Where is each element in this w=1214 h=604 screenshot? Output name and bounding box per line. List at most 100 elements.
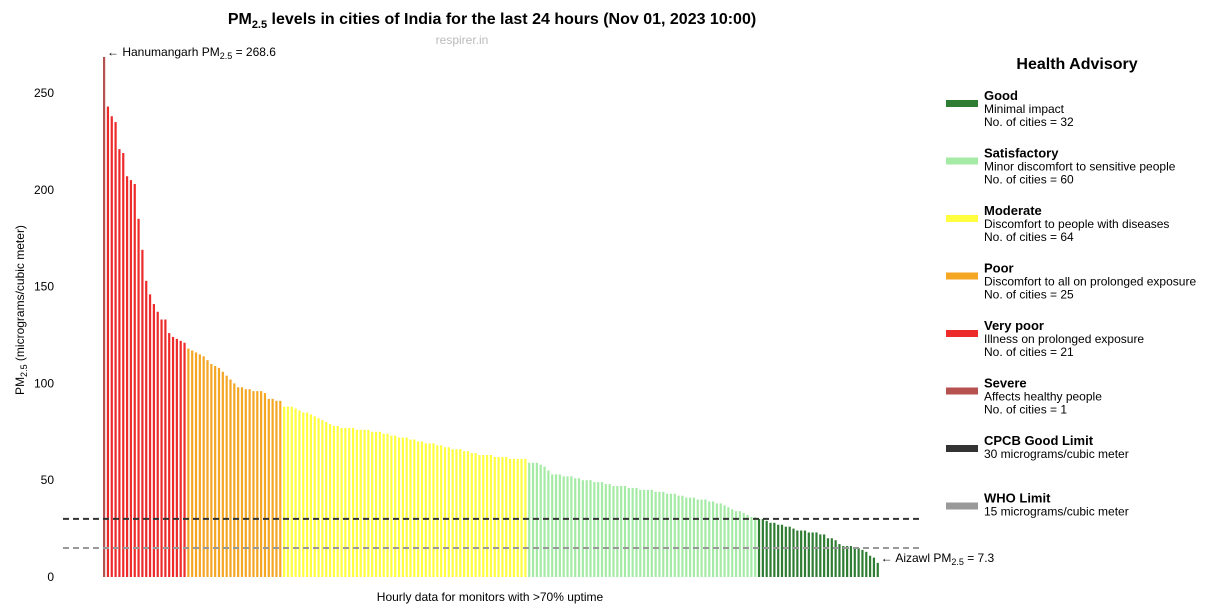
bar (283, 406, 286, 577)
bar (501, 456, 504, 577)
bar (558, 474, 561, 577)
bar (796, 530, 799, 577)
bar (256, 391, 259, 577)
bar (777, 524, 780, 577)
bar (152, 304, 155, 577)
bar (171, 336, 175, 577)
bar (842, 546, 845, 577)
bar (401, 437, 404, 577)
bar (711, 501, 715, 577)
bar (731, 509, 734, 577)
bar (865, 551, 868, 577)
annotation-text: = 268.6 (232, 45, 276, 59)
bar (669, 493, 673, 577)
bar (478, 455, 481, 577)
bar (715, 503, 718, 577)
bar (328, 424, 332, 577)
bar (574, 478, 577, 577)
bar (708, 501, 711, 577)
bar (646, 489, 650, 577)
bar (267, 398, 270, 577)
bar (175, 338, 178, 577)
title-main: PM (228, 11, 252, 28)
chart-title: PM2.5 levels in cities of India for the … (228, 11, 756, 31)
bar (125, 176, 129, 578)
annotation: ← Aizawl PM2.5 = 7.3 (881, 551, 995, 567)
legend-name: CPCB Good Limit (984, 433, 1094, 448)
legend-name: Poor (984, 261, 1014, 276)
legend-swatch (946, 502, 978, 510)
bar (792, 528, 795, 577)
legend-name: Good (984, 88, 1018, 103)
bar (704, 499, 707, 577)
bar (554, 474, 558, 577)
bar (348, 427, 351, 577)
bar (183, 342, 186, 577)
bar (206, 360, 209, 577)
bar (321, 420, 324, 577)
y-tick-label: 200 (34, 183, 54, 197)
legend-count: No. of cities = 1 (984, 403, 1067, 417)
bar (616, 486, 619, 577)
bar (650, 489, 653, 577)
legend-swatch (946, 215, 978, 222)
bar (451, 449, 454, 577)
bar (156, 311, 159, 577)
bar (382, 433, 385, 577)
bar (355, 429, 358, 577)
bar (761, 518, 764, 577)
bar (872, 557, 876, 577)
bar (252, 391, 255, 577)
bar (336, 425, 339, 577)
bar (187, 348, 190, 577)
bar (604, 484, 607, 577)
bar (742, 513, 745, 577)
legend-swatch (946, 330, 978, 337)
bar (815, 532, 818, 577)
bar (803, 530, 807, 577)
bar (612, 486, 615, 577)
y-label-rest: (micrograms/cubic meter) (13, 225, 27, 364)
legend-description: Illness on prolonged exposure (984, 332, 1144, 346)
legend-swatch (946, 272, 978, 280)
annotation-sub: 2.5 (951, 557, 964, 567)
bar (436, 445, 439, 577)
x-axis-label: Hourly data for monitors with >70% uptim… (377, 590, 604, 604)
bar (688, 497, 692, 577)
bar (597, 482, 600, 577)
bar (869, 555, 872, 577)
bar (692, 497, 696, 577)
legend-description: Discomfort to people with diseases (984, 217, 1169, 231)
bar (133, 183, 136, 577)
bar (191, 350, 194, 577)
bar (600, 482, 604, 577)
legend-description: Minimal impact (984, 102, 1065, 116)
bar (570, 476, 573, 577)
bar (110, 116, 113, 578)
bar (681, 495, 684, 577)
bar (214, 365, 217, 577)
bar (359, 429, 362, 577)
y-tick-label: 250 (34, 86, 54, 100)
bar (332, 425, 335, 577)
legend-count: No. of cities = 21 (984, 345, 1074, 359)
bar (305, 412, 309, 577)
bar (221, 371, 224, 577)
bar (455, 449, 458, 577)
bar (466, 451, 470, 577)
legend-name: WHO Limit (984, 491, 1051, 506)
bar (685, 497, 688, 577)
legend-swatch (946, 387, 978, 395)
bar (543, 466, 546, 577)
legend-name: Satisfactory (984, 146, 1059, 161)
bar (432, 443, 435, 577)
bar (635, 487, 638, 577)
bar (838, 544, 841, 577)
bar (719, 503, 722, 577)
legend-name: Moderate (984, 203, 1042, 218)
bar (589, 480, 592, 577)
title-sub: 2.5 (252, 19, 267, 31)
bar (593, 482, 596, 577)
annotation: ← Hanumangarh PM2.5 = 268.6 (107, 45, 276, 61)
bar (141, 249, 144, 578)
